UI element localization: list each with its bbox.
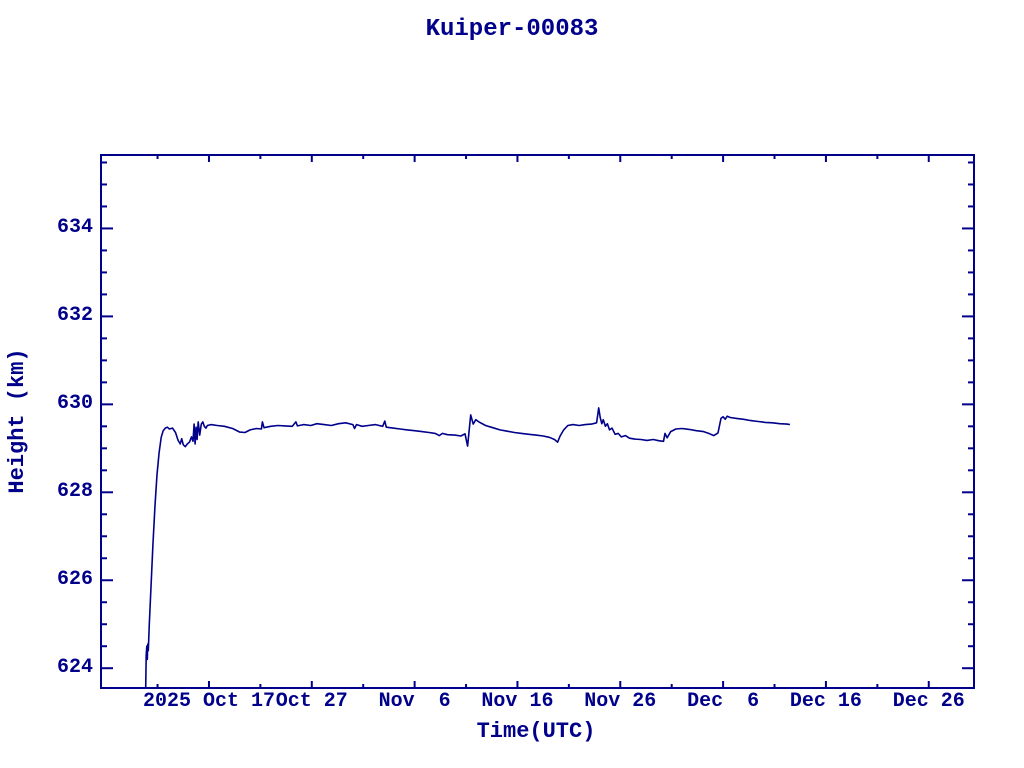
- x-tick-label: Oct 27: [275, 690, 348, 713]
- x-tick-label: 2025 Oct 17: [142, 690, 275, 713]
- x-tick-label: Nov 16: [481, 690, 554, 713]
- y-tick-label: 628: [56, 480, 93, 504]
- x-tick-label: Dec 26: [892, 690, 965, 713]
- axes-frame: [100, 154, 975, 689]
- x-tick-label: Dec 16: [789, 690, 862, 713]
- y-tick-label: 630: [56, 392, 93, 416]
- y-tick-label: 632: [56, 304, 93, 328]
- x-tick-label: Dec 6: [687, 690, 760, 713]
- chart-title: Kuiper-00083: [425, 16, 599, 43]
- y-tick-label: 626: [56, 568, 93, 592]
- y-tick-label: 634: [56, 216, 93, 240]
- x-axis-title: Time(UTC): [476, 719, 596, 744]
- x-tick-label: Nov 6: [378, 690, 451, 713]
- height-series-line: [144, 407, 791, 689]
- x-tick-label: Nov 26: [584, 690, 657, 713]
- y-tick-label: 624: [56, 656, 93, 680]
- y-axis-title: Height (km): [4, 348, 30, 494]
